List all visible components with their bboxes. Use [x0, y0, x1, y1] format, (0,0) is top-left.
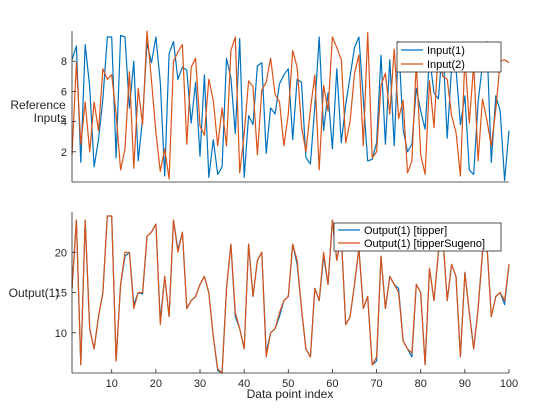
x-tick-label: 60	[326, 378, 338, 390]
series-line-output-1-tippersugeno	[71, 215, 510, 374]
legend-label-output-tipper: Output(1) [tipper]	[364, 225, 447, 237]
x-axis-label: Data point index	[247, 387, 334, 401]
x-tick-label: 80	[415, 378, 427, 390]
output-series	[71, 215, 510, 374]
x-tick-label: 20	[150, 378, 162, 390]
output-axes: 10 15 20 10 20 30 40 50 60 70 80 90 100	[55, 212, 518, 390]
reference-inputs-panel: 2 4 6 8 Input(1) Input(2) Reference Inputs	[10, 30, 510, 183]
y-tick-label: 10	[55, 328, 67, 340]
y-axis-label-output: Output(1)	[9, 286, 60, 300]
reference-inputs-series	[71, 30, 510, 182]
legend-box	[333, 222, 502, 252]
x-tick-label: 70	[370, 378, 382, 390]
legend-label-output-tipper-sugeno: Output(1) [tipperSugeno]	[364, 238, 485, 250]
y-tick-label: 20	[55, 247, 67, 259]
legend-box	[396, 41, 502, 73]
series-line-input-2	[71, 30, 510, 180]
x-tick-label: 10	[106, 378, 118, 390]
x-tick-label: 30	[194, 378, 206, 390]
x-tick-label: 90	[459, 378, 471, 390]
x-tick-label: 40	[238, 378, 250, 390]
legend-label-input-1: Input(1)	[427, 45, 465, 57]
output-legend[interactable]: Output(1) [tipper] Output(1) [tipperSuge…	[333, 222, 502, 252]
y-tick-label: 4	[61, 117, 67, 129]
y-tick-label: 6	[61, 86, 67, 98]
y-tick-label: 8	[61, 56, 67, 68]
x-tick-label: 50	[282, 378, 294, 390]
output-panel: 10 15 20 10 20 30 40 50 60 70 80 90 100 Output(1) [t…	[9, 212, 518, 401]
y-axis-label-inputs: Inputs	[34, 111, 67, 125]
x-tick-label: 100	[500, 378, 518, 390]
y-tick-label: 15	[55, 288, 67, 300]
reference-inputs-axes: 2 4 6 8	[61, 31, 509, 183]
y-axis-label-reference: Reference	[10, 98, 66, 112]
reference-inputs-legend[interactable]: Input(1) Input(2)	[396, 41, 502, 73]
legend-label-input-2: Input(2)	[427, 59, 465, 71]
y-tick-label: 2	[61, 147, 67, 159]
